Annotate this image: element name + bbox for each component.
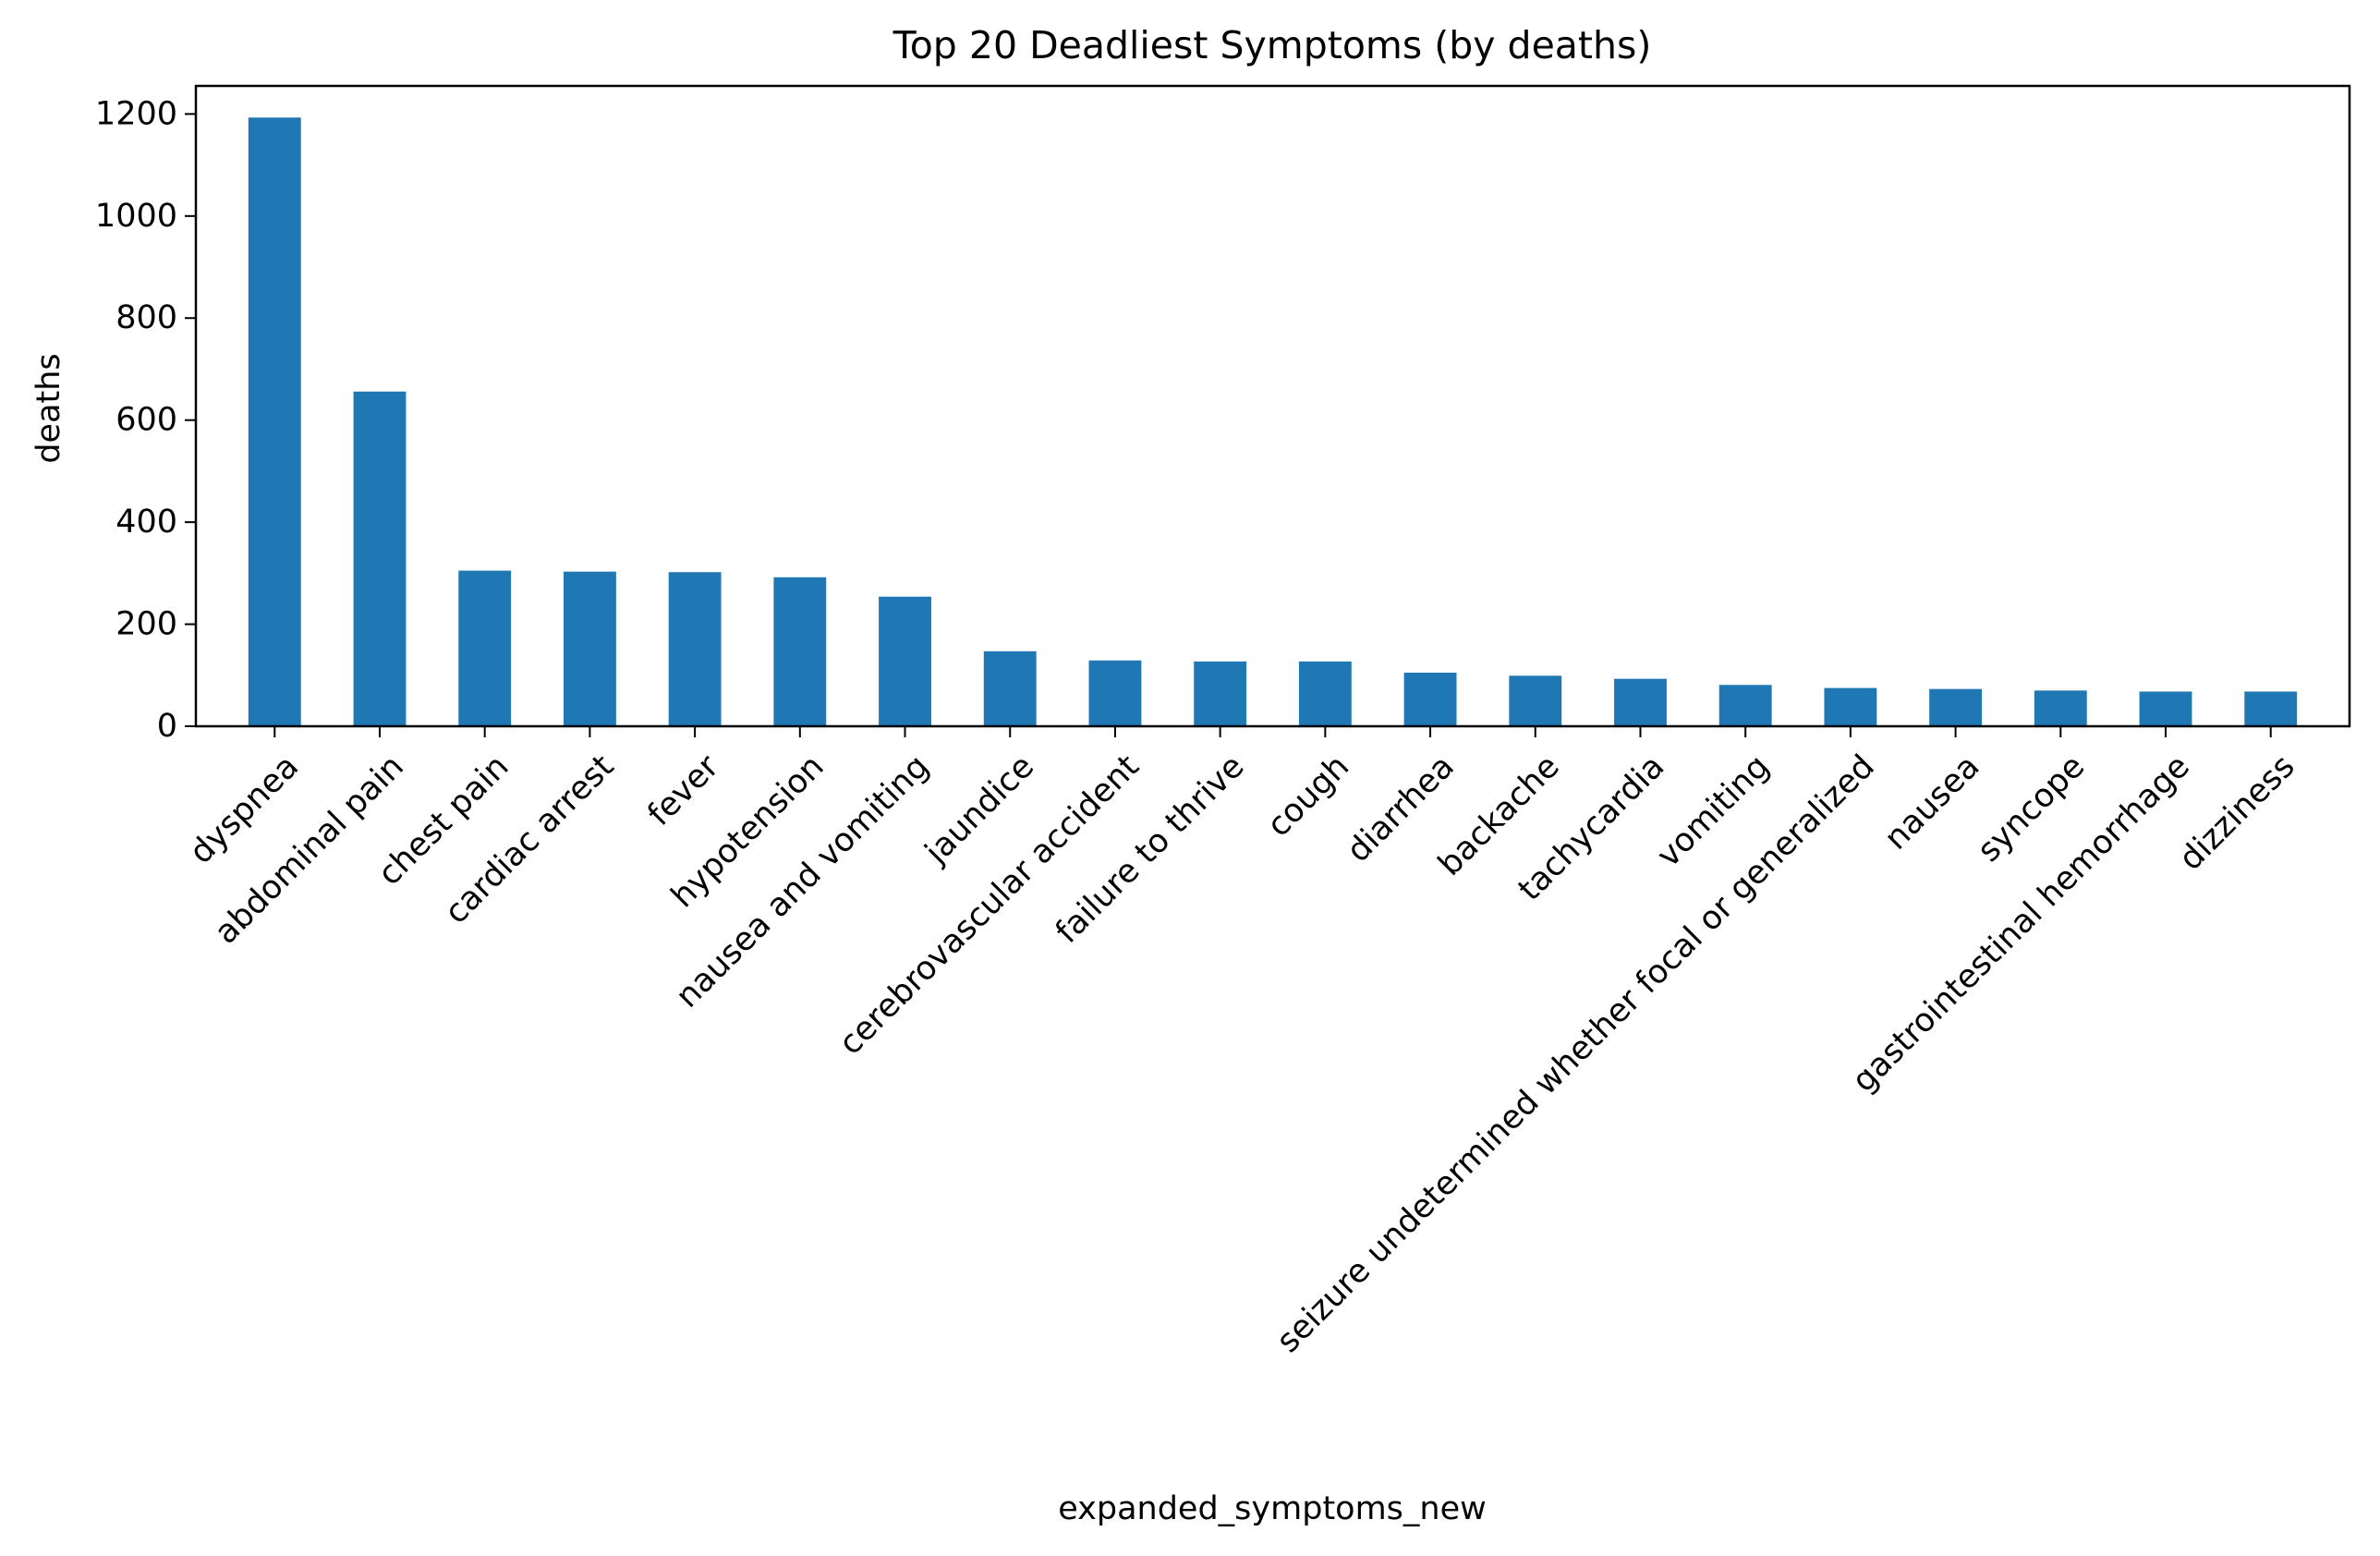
bar: [1929, 688, 1983, 726]
plot-area-frame: [194, 84, 2351, 728]
bar: [1298, 661, 1352, 726]
bars: [248, 117, 2298, 727]
y-tick-label: 200: [115, 606, 177, 643]
x-axis-label: expanded_symptoms_new: [1058, 1490, 1487, 1527]
bar: [1088, 660, 1142, 726]
y-tick-label: 400: [115, 504, 177, 541]
bar: [983, 650, 1037, 726]
bar: [1614, 678, 1667, 726]
bar: [2034, 690, 2087, 726]
bar: [248, 117, 301, 727]
bar: [773, 577, 827, 726]
bar: [2139, 691, 2192, 726]
bar: [1194, 661, 1247, 726]
bar: [879, 596, 931, 726]
bar: [458, 570, 512, 726]
bar: [353, 391, 407, 726]
bar: [563, 571, 616, 726]
y-tick-label: 1200: [95, 95, 177, 132]
bar: [1403, 673, 1457, 726]
y-tick-label: 800: [115, 299, 177, 336]
y-axis-ticks: 0 200 400 600 800 1000 1200: [95, 95, 196, 745]
y-tick-label: 1000: [95, 198, 177, 235]
y-axis-label: deaths: [30, 353, 67, 463]
x-tick-label: dizziness: [2172, 748, 2301, 878]
chart-title: Top 20 Deadliest Symptoms (by deaths): [892, 23, 1652, 67]
y-tick-label: 600: [115, 402, 177, 439]
x-tick-label: abdominal pain: [208, 748, 411, 952]
x-tick-label: cough: [1260, 748, 1356, 845]
bar: [2244, 691, 2298, 726]
x-tick-label: failure to thrive: [1049, 748, 1251, 951]
bar: [668, 572, 722, 726]
x-tick-label: nausea: [1877, 748, 1986, 857]
bar: [1718, 685, 1772, 726]
bar: [1509, 675, 1562, 726]
x-tick-label: fever: [641, 748, 727, 833]
bar: [1824, 687, 1877, 726]
y-tick-label: 0: [157, 708, 177, 745]
